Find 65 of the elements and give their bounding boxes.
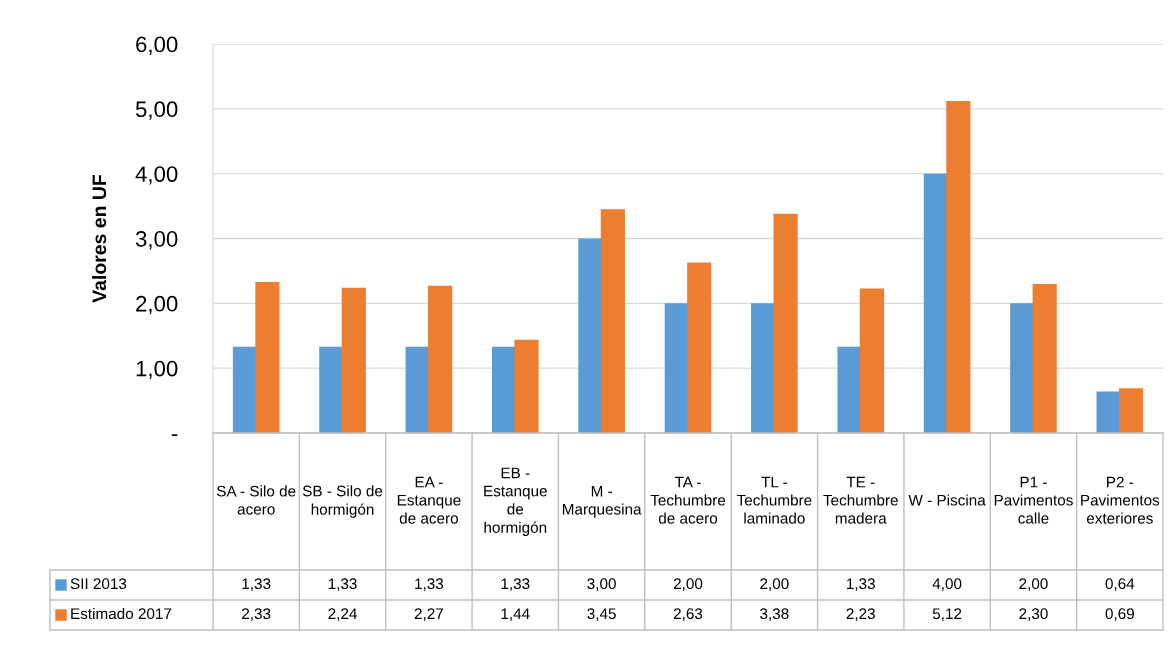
bar — [255, 281, 280, 433]
y-tick-label: 1,00 — [136, 360, 178, 380]
y-tick-label: 6,00 — [136, 36, 178, 55]
data-label: 1,33 — [328, 578, 357, 591]
x-tick-label: SA - Silo de acero — [216, 485, 296, 515]
data-label: 1,33 — [415, 578, 444, 591]
bar — [514, 339, 539, 433]
bar — [664, 303, 689, 433]
bar — [859, 288, 885, 433]
x-tick-label: TL - Techumbre laminado — [736, 476, 812, 524]
bar — [1096, 391, 1121, 433]
bar — [428, 285, 453, 433]
data-label: 2,63 — [673, 608, 703, 621]
y-tick-label: 2,00 — [136, 295, 178, 315]
x-tick-label: SB - Silo de hormigón — [302, 485, 383, 518]
data-label: 2,00 — [760, 578, 789, 591]
y-tick-label: - — [171, 434, 178, 437]
x-tick-label: P1 - Pavimentos calle — [994, 476, 1073, 524]
bar — [923, 173, 948, 433]
bar — [341, 287, 366, 433]
bar — [1118, 388, 1144, 433]
data-label: 2,33 — [242, 608, 271, 621]
data-label: 3,38 — [760, 608, 789, 621]
y-tick-label: 3,00 — [135, 231, 178, 250]
y-tick-label: 5,00 — [135, 101, 178, 120]
x-tick-label: EB - Estanque de hormigón — [484, 467, 547, 536]
data-label: 0,64 — [1105, 578, 1135, 591]
data-label: 1,33 — [501, 578, 530, 591]
y-axis-title: Valores en UF — [91, 174, 107, 303]
data-label: 2,30 — [1019, 608, 1048, 621]
bar — [837, 346, 862, 433]
x-tick-label: TA - Techumbre de acero — [650, 476, 726, 524]
data-label: 4,00 — [932, 578, 962, 591]
bar — [232, 346, 258, 433]
bar — [319, 346, 344, 433]
data-label: 1,33 — [847, 578, 875, 591]
data-label: 1,33 — [242, 578, 271, 591]
data-label: 5,12 — [932, 608, 962, 621]
data-label: 2,27 — [414, 608, 444, 621]
bar — [405, 346, 430, 433]
bar — [773, 213, 798, 433]
x-tick-label: EA - Estanque de acero — [397, 476, 461, 524]
x-tick-label: W - Piscina — [908, 494, 986, 506]
data-label: 2,24 — [328, 608, 357, 621]
x-tick-label: P2 - Pavimentos exteriores — [1081, 476, 1160, 524]
x-tick-label: M - Marquesina — [562, 485, 642, 518]
x-tick-label: TE - Techumbre madera — [823, 476, 898, 524]
bar — [687, 262, 712, 433]
bar — [491, 346, 517, 433]
data-label: 2,00 — [1019, 578, 1048, 591]
bar — [946, 101, 971, 433]
legend-label: SII 2013 — [70, 578, 127, 590]
data-label: 0,69 — [1105, 608, 1134, 621]
data-label: 2,23 — [846, 608, 875, 621]
y-tick-label: 4,00 — [135, 166, 178, 185]
data-label: 1,44 — [501, 608, 530, 621]
bar — [1010, 303, 1035, 433]
data-label: 2,00 — [673, 578, 703, 591]
bar — [1032, 283, 1057, 433]
bar — [600, 209, 625, 433]
legend-label: Estimado 2017 — [71, 607, 172, 620]
bar — [578, 238, 603, 433]
data-label: 3,45 — [587, 608, 616, 621]
bar — [751, 303, 776, 433]
data-label: 3,00 — [587, 578, 616, 591]
